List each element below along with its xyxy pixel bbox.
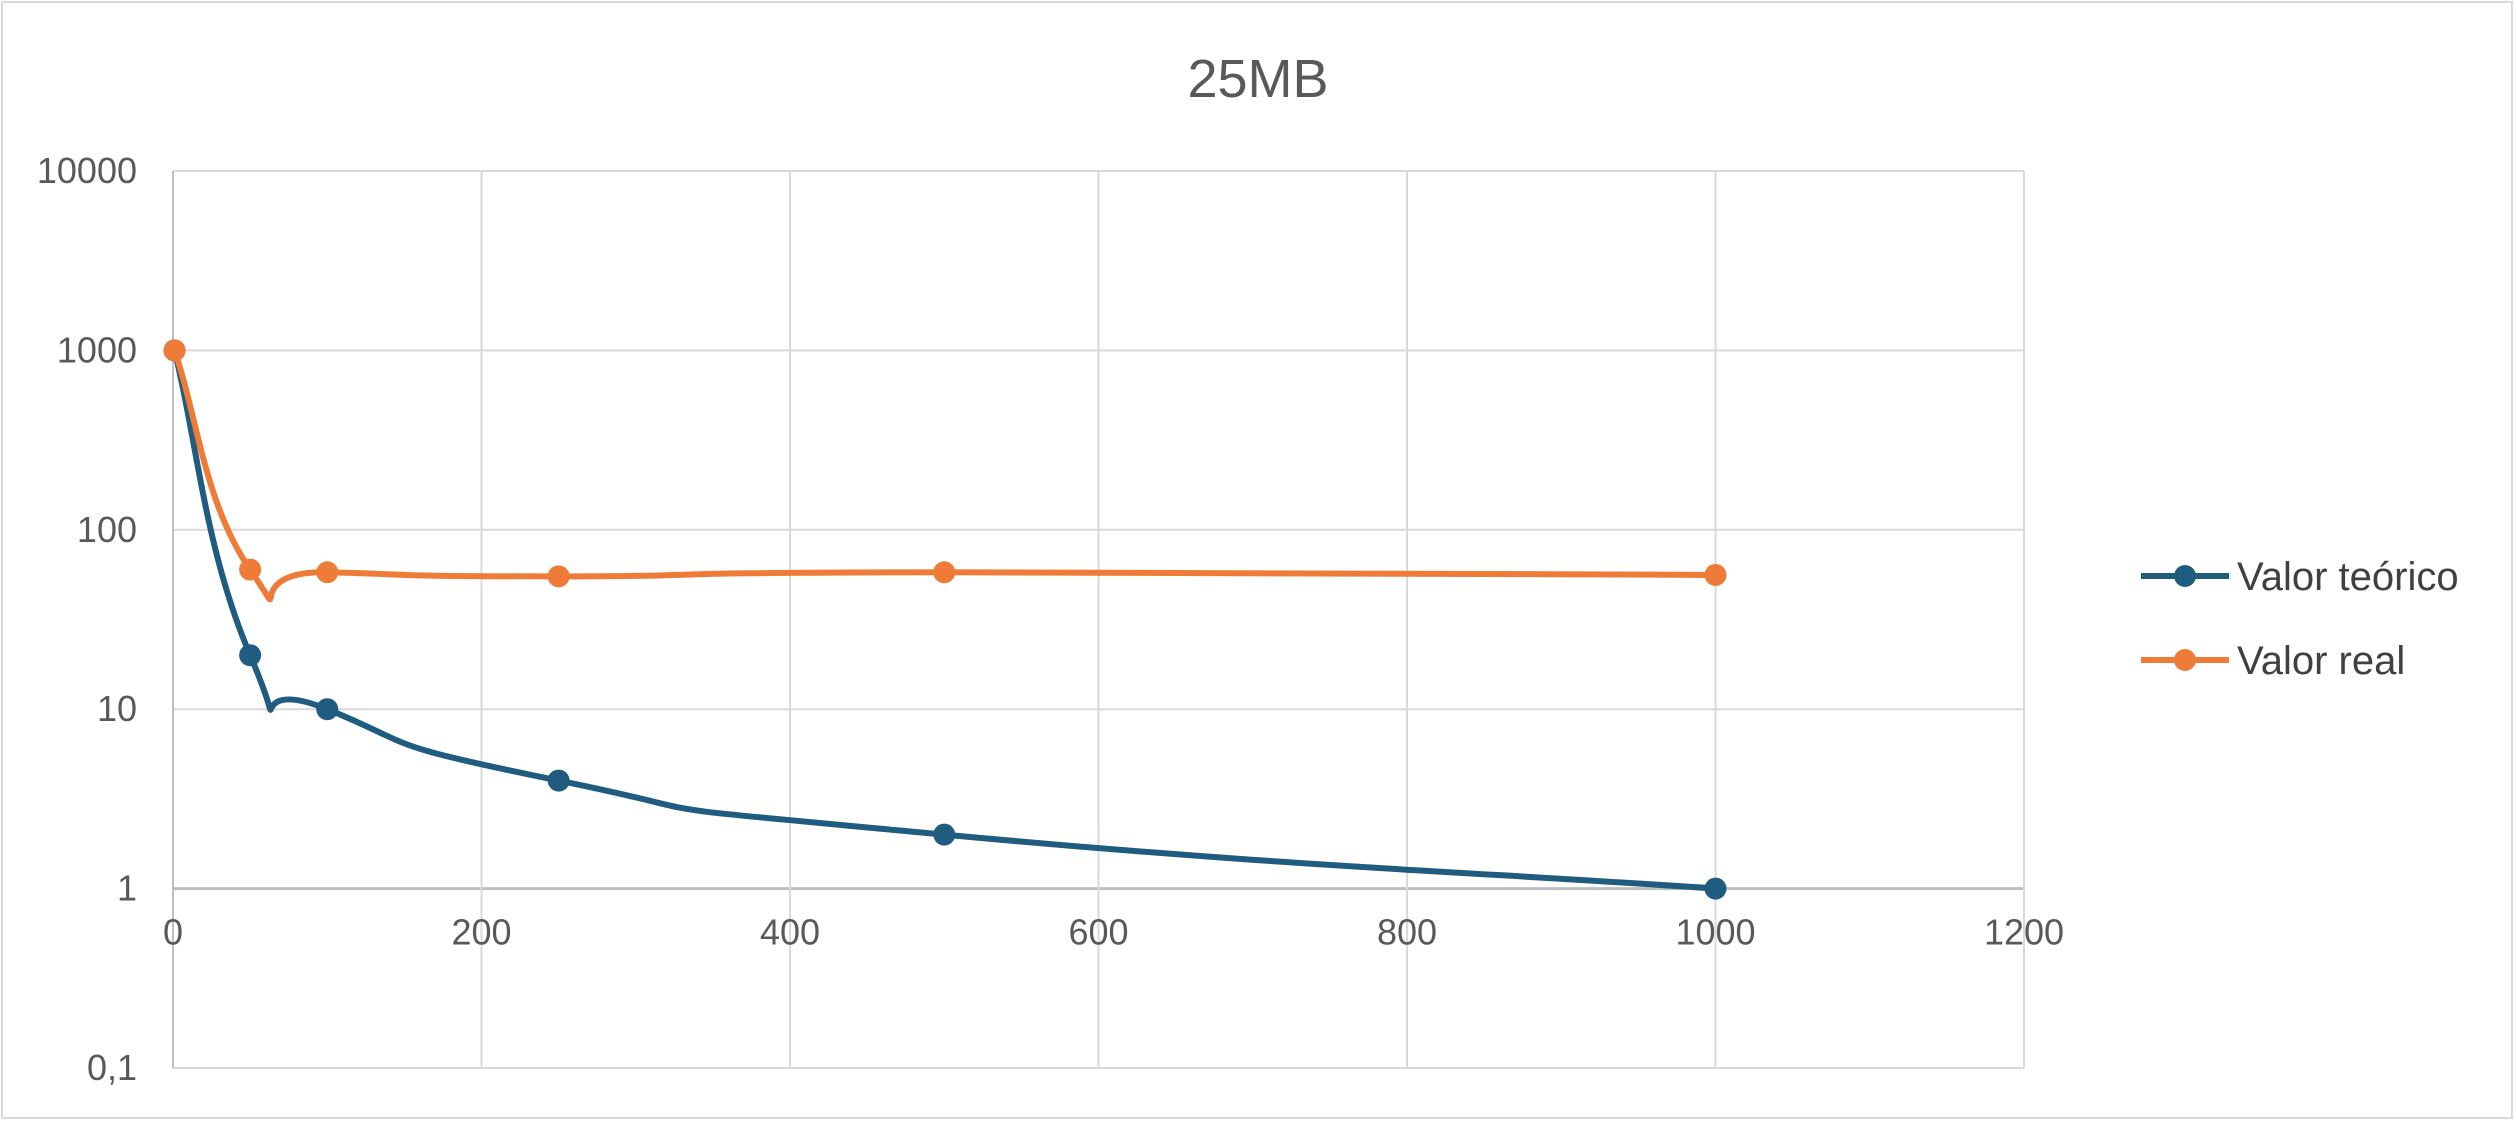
- data-point: [239, 644, 262, 667]
- data-point: [933, 823, 956, 846]
- data-point: [1704, 877, 1727, 900]
- x-tick-label: 400: [760, 912, 820, 953]
- y-tick-label: 1: [117, 868, 137, 909]
- data-point: [316, 561, 339, 584]
- data-point: [1704, 563, 1727, 586]
- data-point: [547, 769, 570, 792]
- chart-svg: 25MB 0,1 1 10 100 1000 10000 0 200 400 600 800 1000…: [37, 49, 2459, 1088]
- data-point: [933, 561, 956, 584]
- x-tick-label: 200: [451, 912, 511, 953]
- data-point: [239, 558, 262, 581]
- y-tick-label: 10000: [37, 150, 137, 191]
- data-point: [316, 698, 339, 721]
- x-tick-label: 1000: [1675, 912, 1755, 953]
- tick-labels: 0,1 1 10 100 1000 10000 0 200 400 600 800 1000 1200: [37, 150, 2064, 1088]
- x-tick-label: 0: [163, 912, 183, 953]
- y-tick-label: 10: [97, 688, 137, 729]
- y-tick-label: 0,1: [87, 1047, 137, 1088]
- chart-title: 25MB: [1187, 49, 1328, 109]
- legend-marker-1: [2174, 649, 2196, 671]
- series-line-0: [171, 347, 1719, 892]
- y-tick-label: 1000: [57, 329, 137, 370]
- legend-marker-0: [2174, 565, 2196, 587]
- x-tick-label: 800: [1377, 912, 1437, 953]
- x-tick-label: 1200: [1984, 912, 2064, 953]
- series-layer: [163, 339, 1727, 900]
- y-tick-label: 100: [77, 509, 137, 550]
- legend: Valor teórico Valor real: [2141, 555, 2459, 683]
- data-point: [547, 565, 570, 588]
- x-tick-label: 600: [1068, 912, 1128, 953]
- grid: [172, 170, 2025, 1069]
- legend-label-1: Valor real: [2237, 639, 2405, 683]
- legend-label-0: Valor teórico: [2237, 555, 2459, 599]
- data-point: [163, 339, 186, 362]
